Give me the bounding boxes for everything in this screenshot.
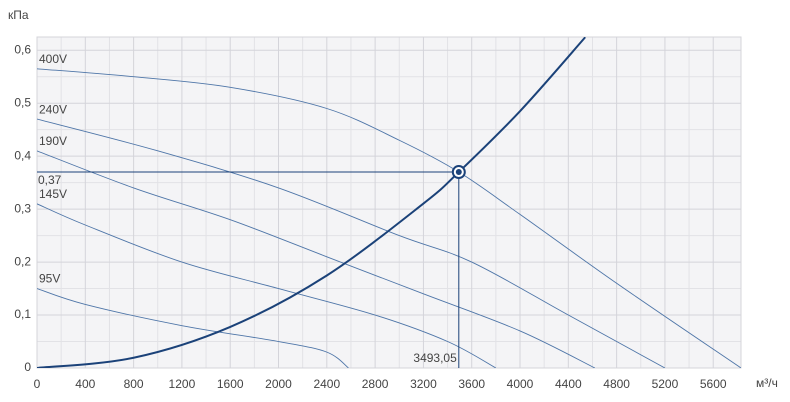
x-tick-label: 3600 bbox=[458, 377, 485, 391]
x-tick-label: 5200 bbox=[652, 377, 679, 391]
x-tick-label: 1600 bbox=[217, 377, 244, 391]
series-label: 145V bbox=[39, 187, 67, 201]
plot-layer bbox=[37, 37, 741, 368]
y-tick-label: 0,6 bbox=[14, 42, 31, 56]
operating-y-label: 0,37 bbox=[38, 173, 62, 187]
x-tick-label: 4000 bbox=[507, 377, 534, 391]
operating-x-label: 3493,05 bbox=[413, 351, 457, 365]
plot-border bbox=[36, 36, 742, 369]
y-tick-label: 0,1 bbox=[14, 307, 31, 321]
x-tick-label: 5600 bbox=[700, 377, 727, 391]
fan-curve bbox=[37, 68, 741, 368]
operating-point-core bbox=[455, 169, 462, 176]
fan-curve bbox=[37, 288, 349, 368]
y-tick-label: 0,4 bbox=[14, 148, 31, 162]
y-tick-label: 0,5 bbox=[14, 95, 31, 109]
x-tick-label: 3200 bbox=[410, 377, 437, 391]
x-unit: м³/ч bbox=[756, 376, 778, 390]
series-label: 240V bbox=[39, 102, 67, 116]
y-tick-label: 0,3 bbox=[14, 201, 31, 215]
y-unit: кПа bbox=[8, 8, 29, 22]
x-tick-label: 2800 bbox=[362, 377, 389, 391]
y-tick-label: 0 bbox=[24, 360, 31, 374]
series-label: 190V bbox=[39, 134, 67, 148]
x-tick-label: 4800 bbox=[603, 377, 630, 391]
plot-area bbox=[37, 37, 741, 368]
x-tick-label: 4400 bbox=[555, 377, 582, 391]
fan-curve bbox=[37, 118, 666, 368]
x-tick-label: 2000 bbox=[265, 377, 292, 391]
system-curve bbox=[37, 37, 586, 368]
fan-curve bbox=[37, 203, 497, 368]
x-tick-label: 2400 bbox=[313, 377, 340, 391]
series-label: 400V bbox=[39, 52, 67, 66]
y-tick-label: 0,2 bbox=[14, 254, 31, 268]
x-tick-label: 1200 bbox=[169, 377, 196, 391]
x-tick-label: 800 bbox=[124, 377, 144, 391]
x-tick-label: 400 bbox=[75, 377, 95, 391]
x-tick-label: 0 bbox=[34, 377, 41, 391]
fan-curve bbox=[37, 150, 596, 368]
series-label: 95V bbox=[39, 272, 60, 286]
